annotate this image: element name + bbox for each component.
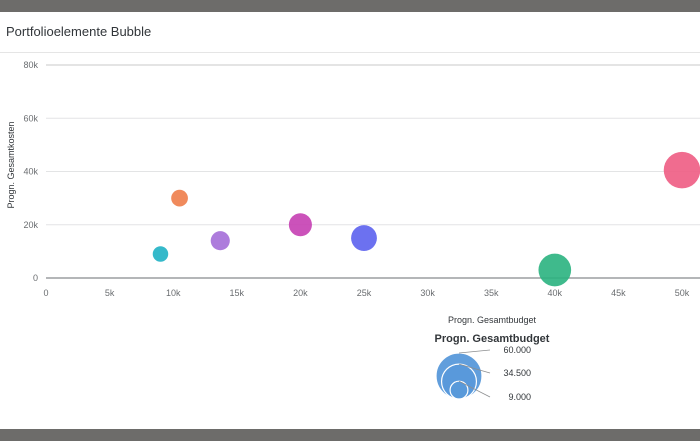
bubble[interactable] [171,189,188,207]
legend-leader-line [458,349,491,354]
window-bottom-bar [0,429,700,441]
x-tick-label: 40k [548,288,563,298]
bubble[interactable] [288,213,312,237]
x-tick-label: 35k [484,288,499,298]
bubble[interactable] [663,151,700,189]
x-axis-title: Progn. Gesamtbudget [448,315,537,325]
gridlines [46,64,700,226]
x-tick-label: 30k [420,288,435,298]
legend-title: Progn. Gesamtbudget [435,333,550,345]
x-tick-label: 50k [675,288,690,298]
y-tick-label: 60k [23,113,38,123]
legend-leader-line [458,363,491,374]
legend-circle [449,380,469,400]
bubble[interactable] [152,246,169,262]
legend-label: 60.000 [503,345,531,355]
bubble[interactable] [351,225,377,251]
y-tick-label: 20k [23,220,38,230]
y-tick-labels: 0 20k 40k 60k 80k [23,60,38,283]
x-tick-label: 25k [357,288,372,298]
legend-label: 9.000 [508,392,531,402]
legend-leader-line [458,380,491,398]
x-tick-label: 45k [611,288,626,298]
x-tick-label: 10k [166,288,181,298]
legend-label: 34.500 [503,368,531,378]
size-legend: Progn. Gesamtbudget 60.000 34.500 9.000 [435,333,550,402]
window-top-bar [0,0,700,12]
bubble[interactable] [538,253,572,287]
y-axis-title: Progn. Gesamtkosten [6,121,16,208]
x-tick-labels: 0 5k 10k 15k 20k 25k 30k 35k 40k 45k 50k [43,288,689,298]
x-tick-label: 0 [43,288,48,298]
title-divider [0,52,700,53]
x-tick-label: 20k [293,288,308,298]
x-tick-label: 15k [230,288,245,298]
chart-title: Portfolioelemente Bubble [6,24,152,39]
bubbles [152,151,700,287]
bubble[interactable] [210,231,230,251]
chart-panel: Portfolioelemente Bubble [0,12,700,429]
x-tick-label: 5k [105,288,115,298]
y-tick-label: 0 [33,273,38,283]
y-tick-label: 40k [23,167,38,177]
y-tick-label: 80k [23,60,38,70]
